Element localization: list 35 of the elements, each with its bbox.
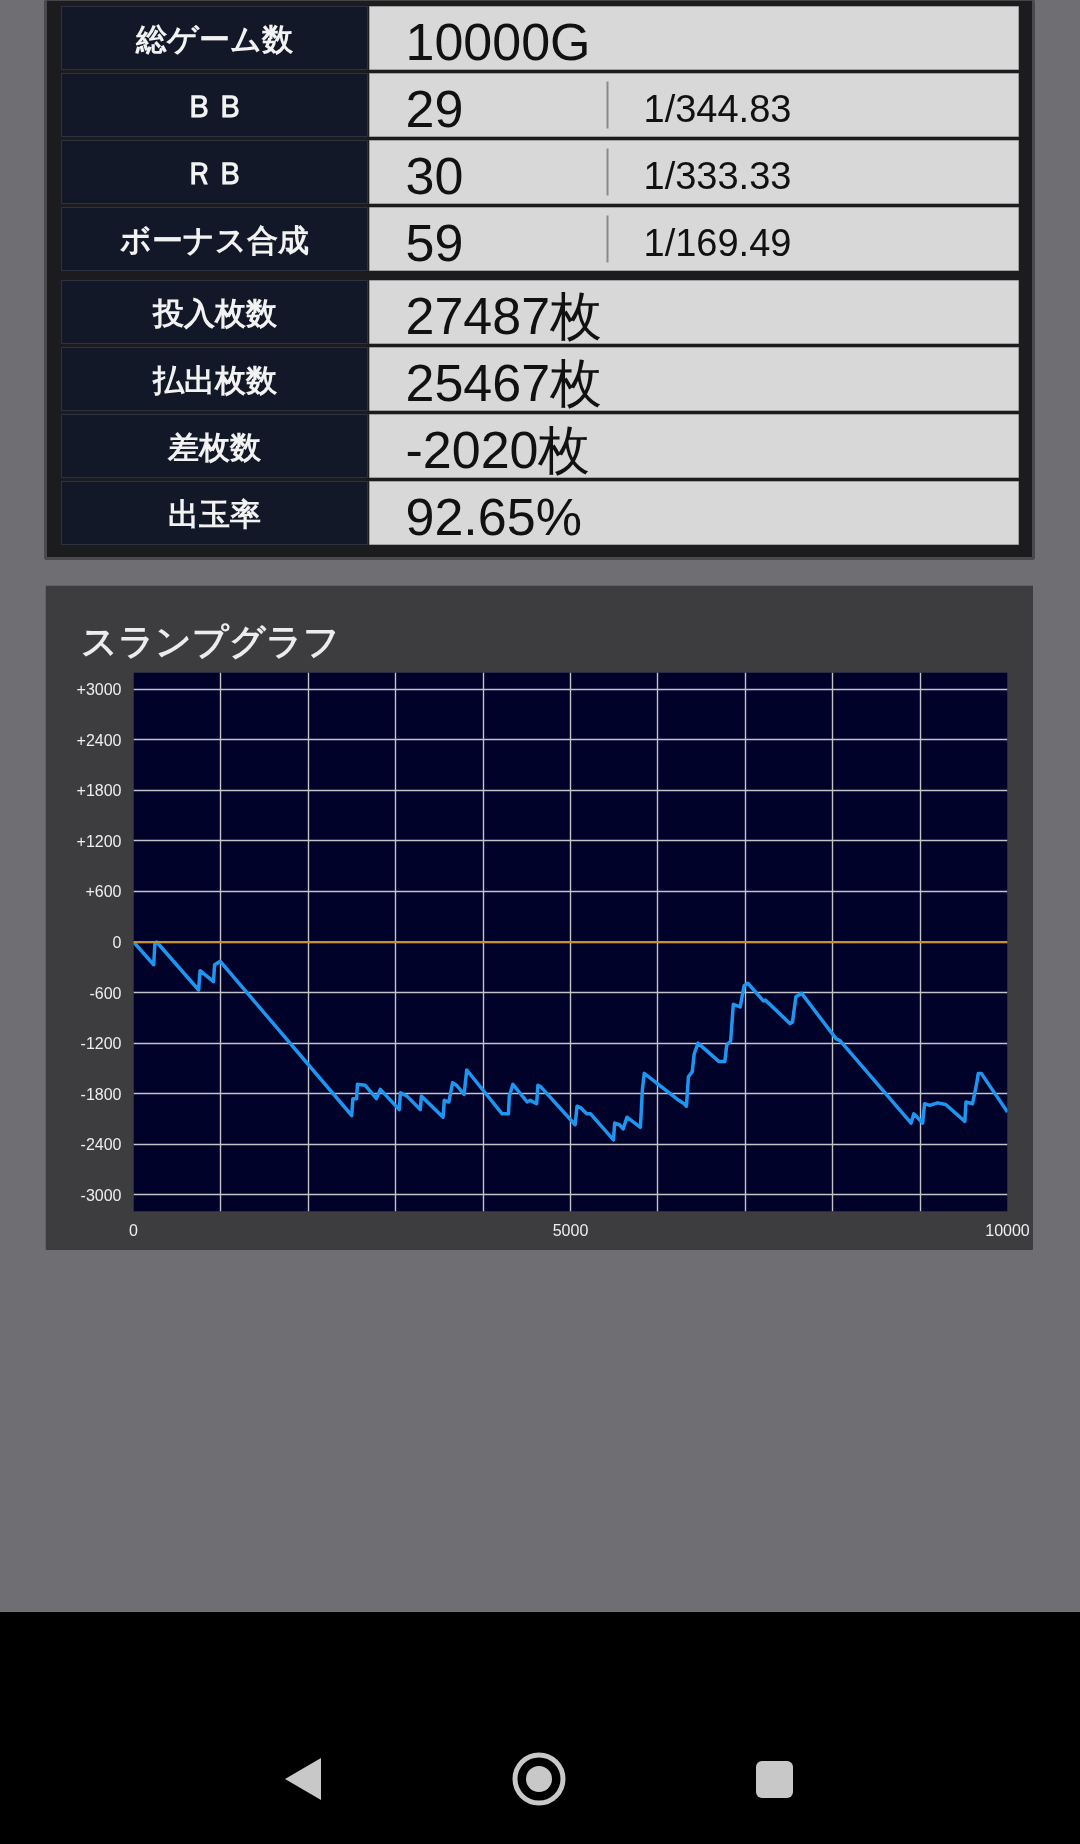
category-label: 総ゲーム数 [136,21,293,57]
text: 92.65% [405,488,582,546]
text: 27487枚 [405,287,603,345]
category-label: 払出枚数 [152,362,277,398]
y-tick-label: +2400 [76,731,122,749]
x-tick-label: 10000 [985,1221,1030,1239]
y-tick-label: +600 [85,883,122,901]
text: 59 [405,214,464,272]
text: 25467枚 [405,354,603,412]
y-tick-label: +3000 [76,681,122,699]
category-label: ＢＢ [183,88,246,124]
text: 1/344.83 [643,88,792,130]
y-tick-label: -2400 [80,1136,122,1154]
text: 1/169.49 [643,222,792,264]
category-label: ボーナス合成 [120,222,309,258]
y-tick-label: -1800 [80,1085,122,1103]
y-tick-label: +1800 [76,782,122,800]
category-label: 出玉率 [168,496,261,532]
y-tick-label: -1200 [80,1035,122,1053]
text: -2020枚 [405,421,591,479]
text: 1/333.33 [643,155,792,197]
x-tick-label: 0 [129,1221,139,1239]
chart-title: スランプグラフ [80,620,340,662]
y-tick-label: -600 [89,984,122,1002]
category-label: 投入枚数 [152,295,277,331]
x-tick-label: 5000 [552,1221,589,1239]
text: 30 [405,147,464,205]
y-tick-label: -3000 [80,1186,122,1204]
y-tick-label: 0 [112,934,122,951]
category-label: ＲＢ [183,155,246,191]
text: 10000G [405,13,591,71]
category-label: 差枚数 [168,429,261,465]
line-series [133,940,1008,1142]
y-tick-label: +1200 [76,832,122,850]
text: 29 [405,80,464,138]
